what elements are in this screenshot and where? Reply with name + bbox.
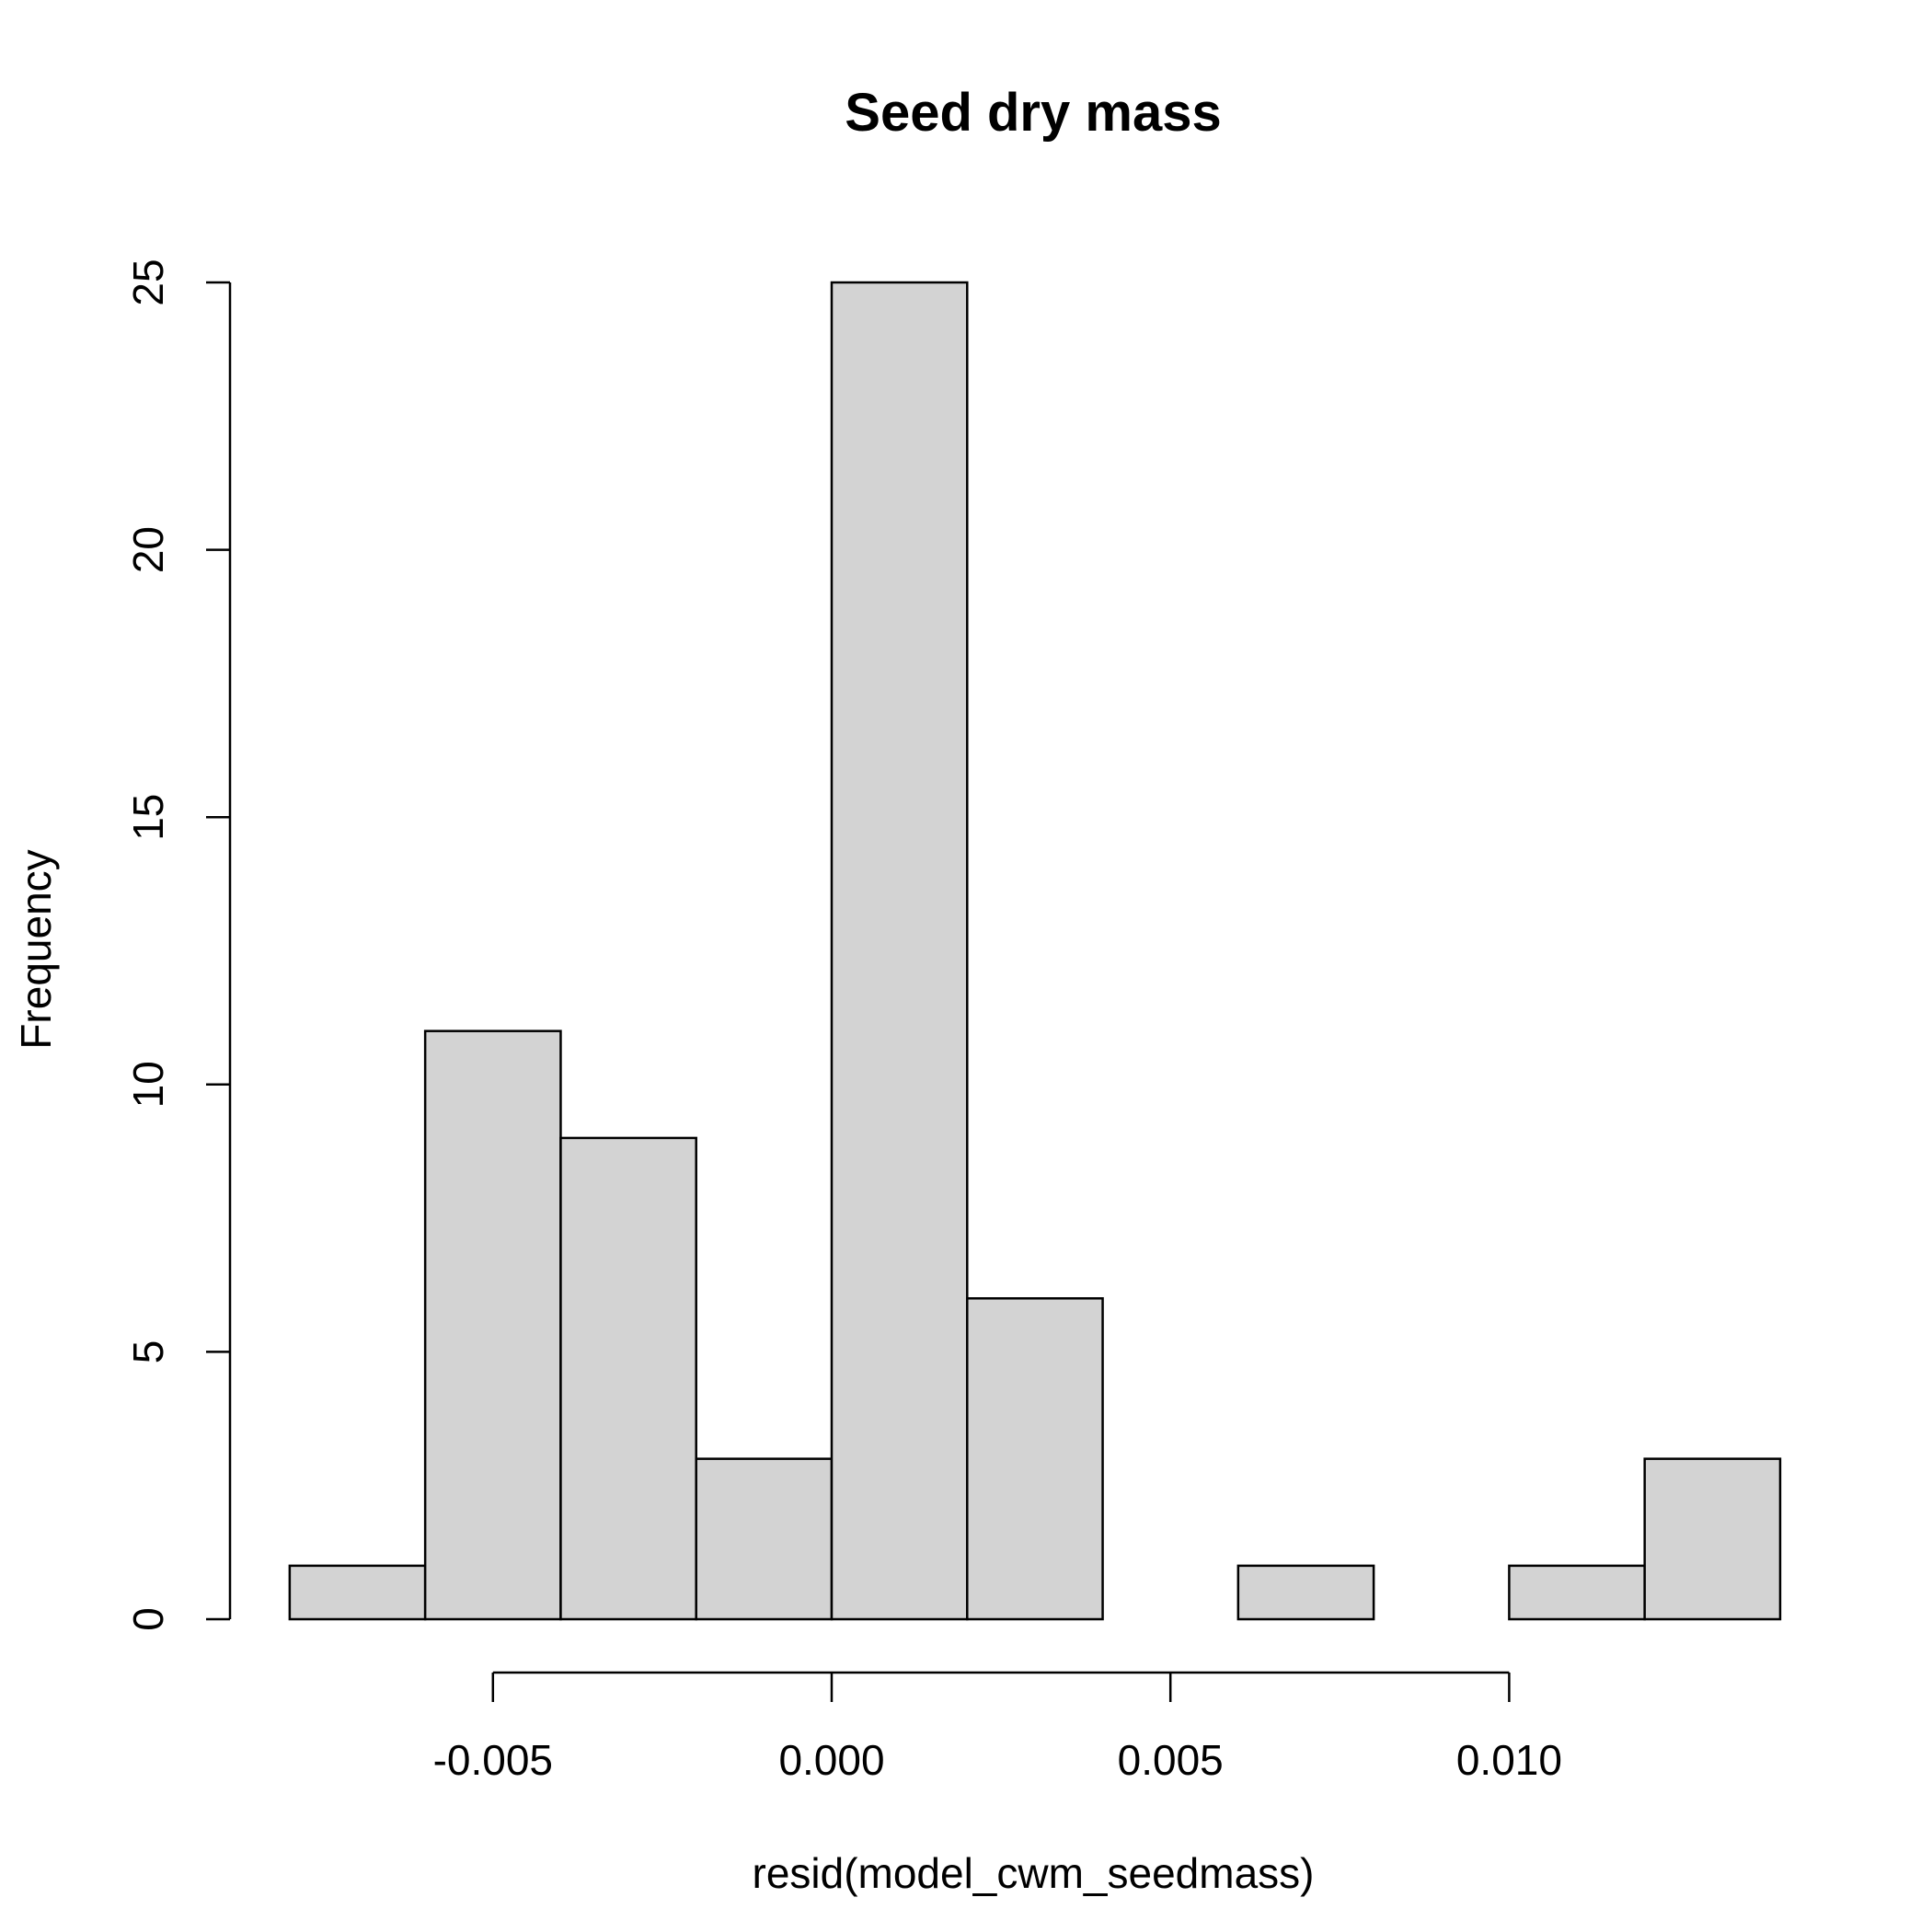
histogram-bar [830,281,969,1621]
histogram-bar [966,1297,1104,1621]
y-tick-label: 0 [124,1607,172,1631]
histogram-bar [695,1457,834,1621]
histogram-bar [1508,1564,1646,1621]
chart-title: Seed dry mass [845,83,1221,143]
y-axis-label: Frequency [12,849,60,1049]
histogram-bar [1236,1564,1375,1621]
y-tick-label: 20 [124,526,172,573]
histogram-bar [1643,1457,1782,1621]
y-tick-label: 25 [124,259,172,305]
histogram-bar [288,1564,427,1621]
x-tick-label: -0.005 [433,1736,553,1784]
x-axis: -0.005 0.000 0.005 0.010 [433,1671,1562,1784]
x-axis-label: resid(model_cwm_seedmass) [753,1849,1315,1897]
histogram-bar [423,1029,562,1621]
histogram-bar [559,1136,697,1621]
x-tick-label: 0.010 [1456,1736,1562,1784]
x-tick-label: 0.000 [778,1736,884,1784]
y-tick-label: 10 [124,1061,172,1108]
x-tick-label: 0.005 [1118,1736,1224,1784]
y-axis: 0 5 10 15 20 25 [124,259,232,1631]
y-tick-label: 5 [124,1340,172,1364]
y-tick-label: 15 [124,794,172,841]
histogram-bars [288,281,1782,1621]
